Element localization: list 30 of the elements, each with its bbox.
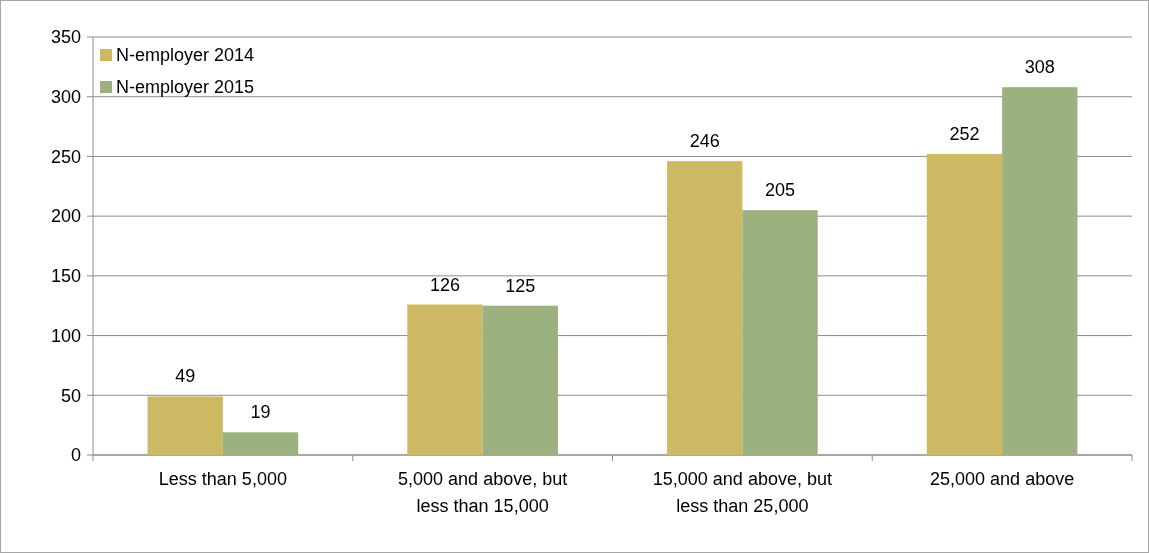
y-tick-label: 350 xyxy=(50,27,81,48)
y-tick-label: 200 xyxy=(50,206,81,227)
x-tick-label: 5,000 and above, but less than 15,000 xyxy=(398,469,568,516)
bar xyxy=(667,161,743,455)
x-tick-label: 15,000 and above, but less than 25,000 xyxy=(652,469,832,516)
y-tick-label: 0 xyxy=(70,445,81,466)
bar xyxy=(926,154,1003,455)
legend-label: N-employer 2014 xyxy=(116,45,255,66)
x-tick-label: 25,000 and above xyxy=(930,469,1075,489)
bar xyxy=(407,304,483,455)
bar xyxy=(222,432,299,455)
data-label: 19 xyxy=(250,402,271,423)
x-tick-label: Less than 5,000 xyxy=(158,469,287,489)
bar xyxy=(742,210,818,455)
data-label: 252 xyxy=(949,124,980,145)
data-label: 126 xyxy=(429,274,460,295)
data-label: 205 xyxy=(765,180,796,201)
y-tick-label: 100 xyxy=(50,325,81,346)
data-label: 246 xyxy=(689,131,720,152)
y-tick-label: 300 xyxy=(50,87,81,108)
data-label: 308 xyxy=(1024,57,1055,78)
legend-label: N-employer 2015 xyxy=(116,77,255,98)
data-label: 49 xyxy=(175,366,196,387)
bar xyxy=(147,396,223,455)
bar xyxy=(1002,87,1078,455)
y-tick-label: 150 xyxy=(50,266,81,287)
bar xyxy=(482,305,558,455)
y-tick-label: 50 xyxy=(60,385,81,406)
data-label: 125 xyxy=(505,275,536,296)
y-tick-label: 250 xyxy=(50,146,81,167)
